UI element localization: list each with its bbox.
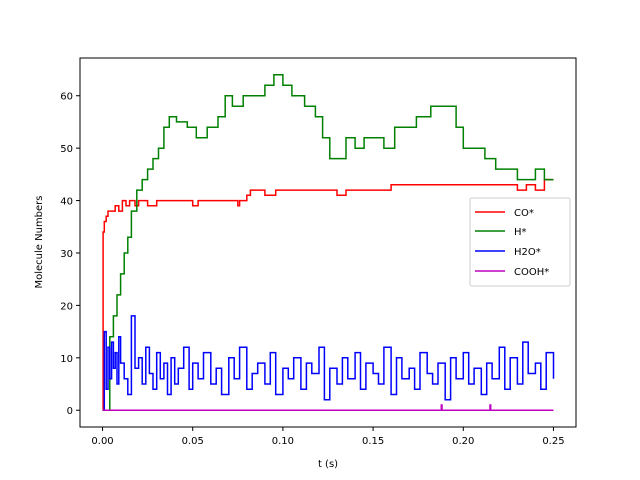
legend-item-cooh: COOH* [475, 267, 549, 278]
x-tick-label: 0.25 [542, 436, 564, 447]
series-line-co [102, 178, 554, 411]
legend-item-h2o: H2O* [475, 247, 541, 258]
x-axis-ticks: 0.00 0.05 0.10 0.15 0.20 0.25 [91, 427, 565, 447]
series-line-cooh [102, 404, 554, 411]
x-tick-label: 0.00 [91, 436, 113, 447]
series-line-h [102, 74, 554, 411]
legend-box [469, 197, 571, 287]
y-axis-label: Molecule Numbers [34, 195, 45, 288]
legend-label-cooh: COOH* [514, 267, 549, 278]
x-tick-label: 0.05 [182, 436, 204, 447]
y-tick-label: 50 [60, 144, 73, 155]
legend-label-co: CO* [514, 208, 534, 219]
series-line-h2o [102, 315, 555, 411]
y-tick-label: 30 [60, 249, 73, 260]
y-tick-label: 0 [67, 406, 73, 417]
y-tick-label: 40 [60, 197, 73, 208]
x-tick-label: 0.20 [452, 436, 474, 447]
y-tick-label: 10 [60, 354, 73, 365]
axes-frame [79, 57, 577, 428]
y-tick-label: 60 [60, 92, 73, 103]
y-axis-ticks: 0 10 20 30 40 50 60 [60, 92, 80, 417]
x-axis-label: t (s) [318, 459, 338, 470]
legend-label-h2o: H2O* [514, 247, 541, 258]
legend-item-h: H* [475, 227, 527, 238]
y-tick-label: 20 [60, 301, 73, 312]
legend-label-h: H* [514, 227, 527, 238]
legend: CO* H* H2O* COOH* [469, 197, 571, 287]
x-tick-label: 0.15 [362, 436, 384, 447]
legend-item-co: CO* [475, 208, 534, 219]
x-tick-label: 0.10 [272, 436, 294, 447]
plot-series [102, 74, 555, 411]
